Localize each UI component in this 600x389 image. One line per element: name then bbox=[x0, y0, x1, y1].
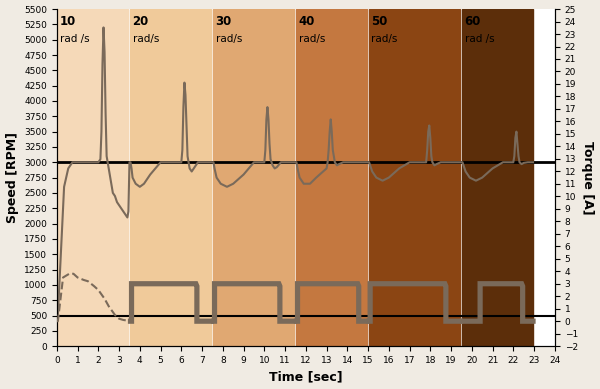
Bar bbox=[214, 9, 295, 346]
Text: 40: 40 bbox=[299, 15, 315, 28]
Bar bbox=[296, 9, 367, 346]
Text: rad /s: rad /s bbox=[464, 33, 494, 44]
Bar bbox=[463, 9, 533, 346]
Text: 60: 60 bbox=[464, 15, 481, 28]
Text: rad/s: rad/s bbox=[299, 33, 325, 44]
Bar bbox=[369, 9, 460, 346]
Text: 30: 30 bbox=[215, 15, 232, 28]
Text: rad/s: rad/s bbox=[371, 33, 398, 44]
Text: 20: 20 bbox=[133, 15, 149, 28]
Y-axis label: Speed [RPM]: Speed [RPM] bbox=[5, 132, 19, 223]
Bar bbox=[58, 9, 128, 346]
Bar bbox=[130, 9, 211, 346]
Text: 50: 50 bbox=[371, 15, 388, 28]
Text: rad/s: rad/s bbox=[133, 33, 159, 44]
Text: rad /s: rad /s bbox=[60, 33, 89, 44]
Text: 10: 10 bbox=[60, 15, 76, 28]
Y-axis label: Torque [A]: Torque [A] bbox=[581, 141, 595, 214]
Text: rad/s: rad/s bbox=[215, 33, 242, 44]
X-axis label: Time [sec]: Time [sec] bbox=[269, 370, 343, 384]
